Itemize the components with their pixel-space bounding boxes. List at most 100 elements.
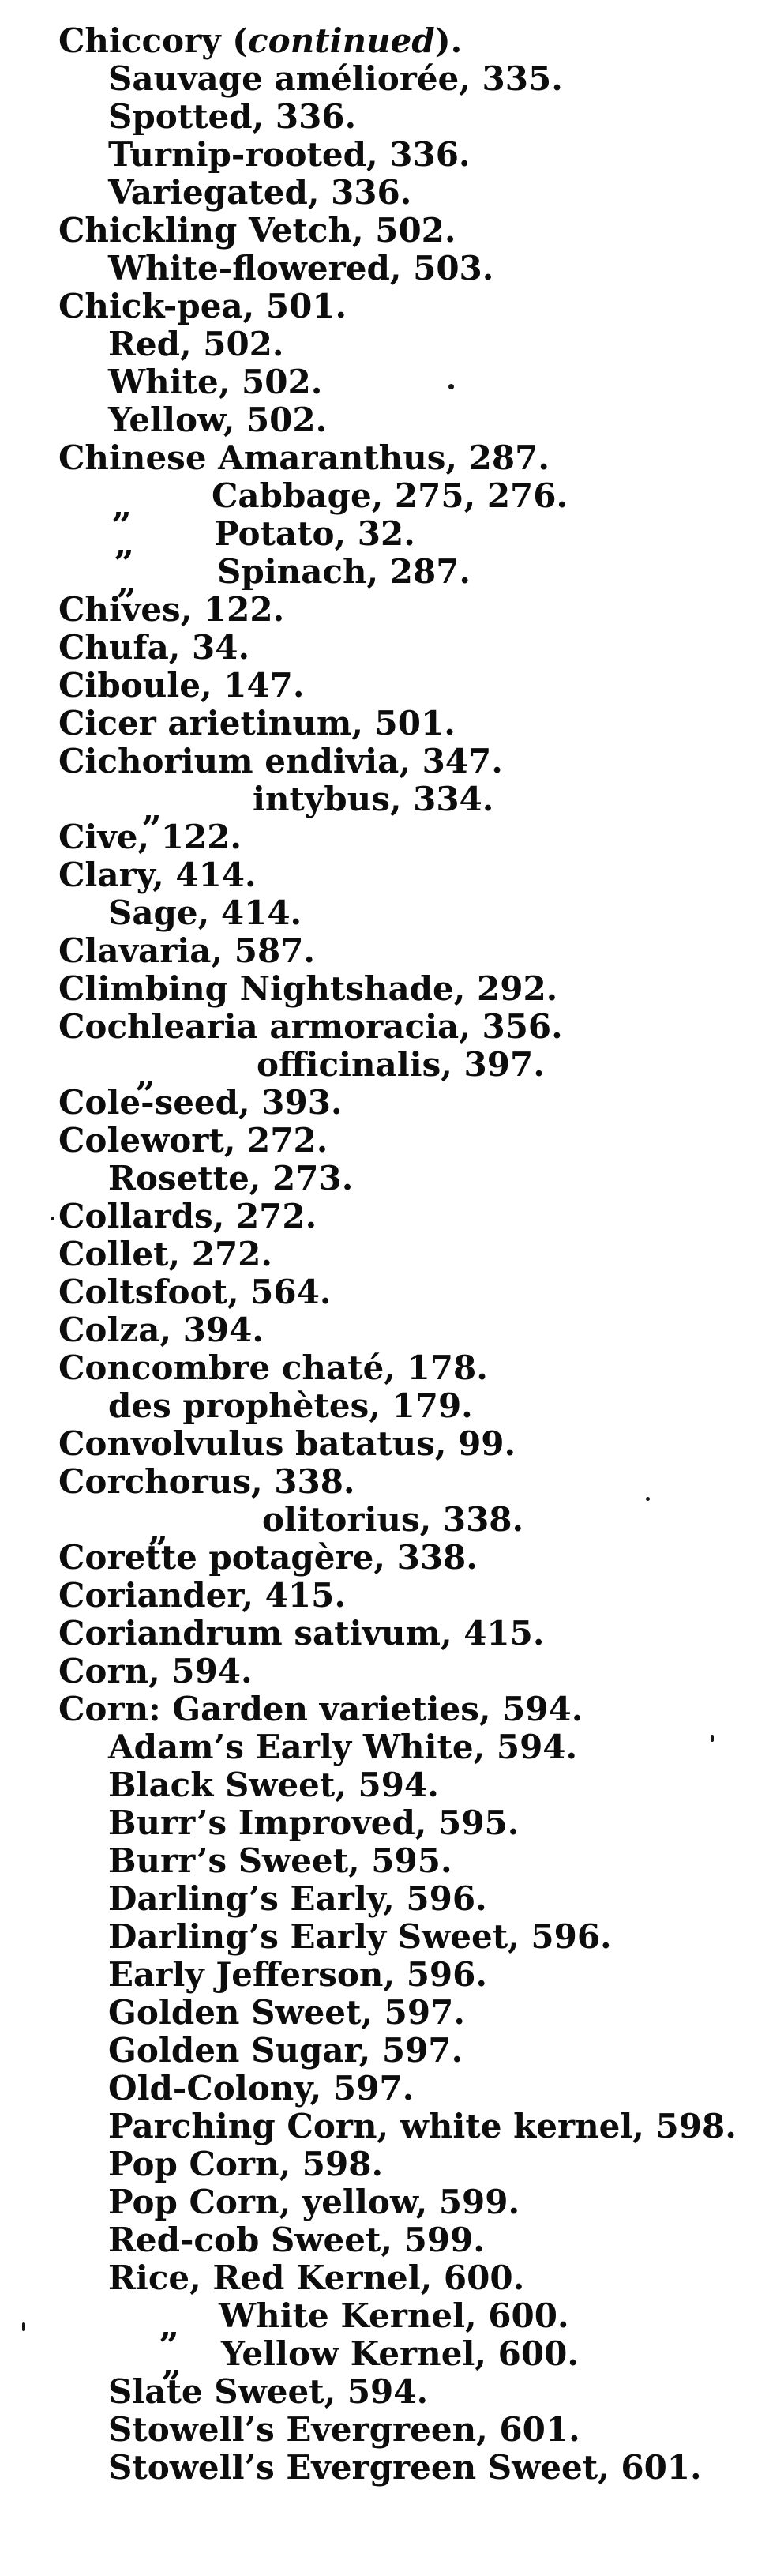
index-entry: Cochlearia armoracia, 356. — [0, 1008, 769, 1046]
entry-text: Pop Corn, yellow, 599. — [108, 2183, 520, 2221]
entry-text: Slate Sweet, 594. — [108, 2372, 429, 2411]
entry-text: Corn: Garden varieties, 594. — [58, 1690, 583, 1728]
entry-text: Cive, 122. — [58, 818, 242, 856]
index-entry: Convolvulus batatus, 99. — [0, 1425, 769, 1463]
index-entry: White-flowered, 503. — [0, 250, 769, 288]
entry-text: Convolvulus batatus, 99. — [58, 1424, 516, 1463]
entry-text: Clary, 414. — [58, 856, 257, 894]
index-entry: Golden Sweet, 597. — [0, 1994, 769, 2032]
index-entry: Chufa, 34. — [0, 629, 769, 667]
index-entry: Old-Colony, 597. — [0, 2070, 769, 2108]
entry-text: intybus, 334. — [253, 780, 494, 818]
index-entry: Red, 502. — [0, 325, 769, 363]
entry-text: Chick-pea, 501. — [58, 287, 347, 325]
entry-text: des prophètes, 179. — [108, 1386, 473, 1425]
entry-text-italic: continued — [248, 21, 435, 60]
entry-text: Concombre chaté, 178. — [58, 1348, 488, 1387]
entry-text: Colewort, 272. — [58, 1121, 328, 1160]
index-entry: Early Jefferson, 596. — [0, 1956, 769, 1994]
index-entry: Chickling Vetch, 502. — [0, 212, 769, 250]
index-entry: Red-cob Sweet, 599. — [0, 2221, 769, 2259]
entry-text: Cochlearia armoracia, 356. — [58, 1007, 563, 1046]
entry-text: Corchorus, 338. — [58, 1462, 355, 1501]
entry-text: Yellow, 502. — [108, 401, 328, 439]
index-entry: Golden Sugar, 597. — [0, 2032, 769, 2070]
entry-text: Coltsfoot, 564. — [58, 1273, 332, 1311]
entry-text: Sauvage améliorée, 335. — [108, 59, 563, 98]
entry-text: Chinese Amaranthus, 287. — [58, 438, 550, 477]
entry-text: Potato, 32. — [214, 514, 415, 553]
index-entry: Ciboule, 147. — [0, 667, 769, 705]
ditto-mark: „ — [114, 524, 134, 564]
index-entry: Sage, 414. — [0, 894, 769, 932]
index-entry: Climbing Nightshade, 292. — [0, 970, 769, 1008]
index-entry: Cive, 122. — [0, 818, 769, 856]
entry-text: Climbing Nightshade, 292. — [58, 969, 558, 1008]
index-entry: Turnip-rooted, 336. — [0, 136, 769, 174]
index-entry: Pop Corn, 598. — [0, 2145, 769, 2183]
entry-text: Clavaria, 587. — [58, 931, 316, 970]
index-entry: Corn: Garden varieties, 594. — [0, 1690, 769, 1728]
ditto-mark: „ — [159, 2306, 179, 2346]
entry-text: White, 502. — [108, 363, 323, 401]
entry-text: Adam’s Early White, 594. — [108, 1728, 578, 1766]
entry-text: Burr’s Improved, 595. — [108, 1803, 520, 1842]
index-entry: Stowell’s Evergreen Sweet, 601. — [0, 2449, 769, 2487]
index-entry: White, 502. — [0, 363, 769, 401]
entry-text: ). — [434, 21, 463, 60]
entry-text: Turnip-rooted, 336. — [108, 135, 471, 174]
index-entry: „ intybus, 334. — [0, 780, 769, 829]
entry-text: Golden Sweet, 597. — [108, 1993, 465, 2032]
entry-text: Red, 502. — [108, 325, 284, 363]
entry-text: Cicer arietinum, 501. — [58, 704, 456, 743]
ditto-mark: „ — [117, 562, 137, 602]
entry-text: Black Sweet, 594. — [108, 1766, 439, 1804]
entry-text: Cabbage, 275, 276. — [212, 476, 568, 515]
entry-text: Red-cob Sweet, 599. — [108, 2221, 485, 2259]
index-entry: Collards, 272. — [0, 1198, 769, 1235]
index-entry: Concombre chaté, 178. — [0, 1349, 769, 1387]
index-entry: Coriandrum sativum, 415. — [0, 1615, 769, 1653]
index-entry: „ Cabbage, 275, 276. — [0, 476, 769, 525]
index-entry: Colza, 394. — [0, 1311, 769, 1349]
index-entry: Corchorus, 338. — [0, 1463, 769, 1501]
index-entry: Colewort, 272. — [0, 1122, 769, 1160]
index-entry: Chick-pea, 501. — [0, 288, 769, 325]
entry-text: Corette potagère, 338. — [58, 1538, 478, 1577]
entry-text: Chiccory ( — [58, 21, 249, 60]
entry-text: officinalis, 397. — [257, 1045, 545, 1084]
index-entry: „ White Kernel, 600. — [0, 2297, 769, 2345]
index-entry: Cichorium endivia, 347. — [0, 743, 769, 780]
scan-speck — [22, 2322, 25, 2331]
index-entry: Pop Corn, yellow, 599. — [0, 2183, 769, 2221]
index-entry: Collet, 272. — [0, 1235, 769, 1273]
index-entry: Slate Sweet, 594. — [0, 2373, 769, 2411]
ditto-mark: „ — [142, 789, 162, 829]
index-entry: Parching Corn, white kernel, 598. — [0, 2108, 769, 2145]
index-entry: Chiccory (continued). — [0, 22, 769, 60]
entry-text: Chufa, 34. — [58, 628, 250, 667]
scan-speck — [448, 384, 454, 389]
index-entry: Adam’s Early White, 594. — [0, 1728, 769, 1766]
entry-text: olitorius, 338. — [262, 1500, 524, 1539]
index-entry: Rice, Red Kernel, 600. — [0, 2259, 769, 2297]
entry-text: Darling’s Early, 596. — [108, 1879, 487, 1918]
entry-text: Coriander, 415. — [58, 1576, 346, 1615]
index-entry: Coriander, 415. — [0, 1577, 769, 1615]
entry-text: Cole-seed, 393. — [58, 1083, 343, 1122]
ditto-mark: „ — [148, 1510, 168, 1550]
entry-text: Burr’s Sweet, 595. — [108, 1841, 452, 1880]
entry-text: Parching Corn, white kernel, 598. — [108, 2107, 737, 2145]
index-entry: Clavaria, 587. — [0, 932, 769, 970]
ditto-mark: „ — [136, 1055, 156, 1095]
index-entry: Darling’s Early Sweet, 596. — [0, 1918, 769, 1956]
index-entry: „ Yellow Kernel, 600. — [0, 2335, 769, 2383]
index-entry: Coltsfoot, 564. — [0, 1273, 769, 1311]
entry-text: White-flowered, 503. — [108, 249, 494, 288]
index-entry: Chives, 122. — [0, 591, 769, 629]
index-entry: Burr’s Improved, 595. — [0, 1804, 769, 1842]
index-entry: des prophètes, 179. — [0, 1387, 769, 1425]
entry-text: Old-Colony, 597. — [108, 2069, 415, 2108]
entry-text: Collards, 272. — [58, 1197, 317, 1235]
